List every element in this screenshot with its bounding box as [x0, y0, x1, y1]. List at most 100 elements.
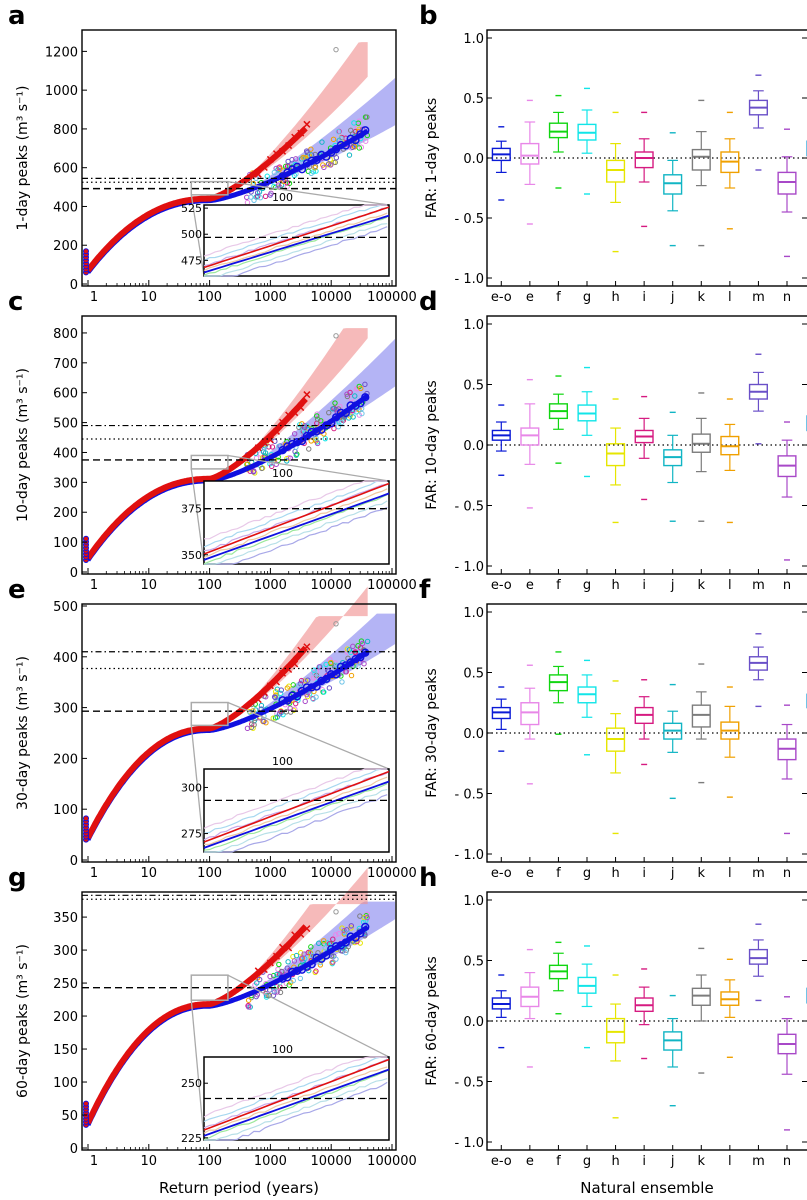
inset-tick-label: 375: [181, 503, 202, 516]
x-tick-label: n: [783, 578, 791, 593]
y-axis-label: 30-day peaks (m³ s⁻¹): [15, 656, 31, 810]
ensemble-point: [287, 705, 293, 711]
natural-point: [346, 401, 355, 410]
natural-point: [312, 682, 321, 691]
inset-tick-label: 300: [181, 781, 202, 794]
x-tick-label: 10: [141, 578, 158, 593]
box-i: [634, 395, 654, 501]
y-tick-label: 0: [70, 278, 78, 293]
x-tick-label: e-o: [491, 578, 512, 593]
panel-letter: a: [8, 1, 26, 31]
y-tick-label: 400: [53, 651, 78, 666]
y-tick-label: 200: [53, 1010, 78, 1025]
y-tick-label: - 1.0: [455, 560, 485, 575]
natural-point: [331, 144, 341, 154]
y-tick-label: 1.0: [463, 32, 484, 47]
y-tick-label: 100: [53, 1076, 78, 1091]
x-tick-label: 1000: [254, 578, 287, 593]
ensemble-point: [361, 661, 367, 667]
y-tick-label: - 0.5: [455, 500, 485, 515]
ensemble-point: [338, 419, 345, 426]
box-f: [548, 651, 568, 735]
actual-point: [272, 150, 281, 158]
actual-point: [266, 155, 274, 163]
natural-uncertainty-band: [246, 338, 396, 470]
inset-natural-curve: [203, 1068, 390, 1137]
box-j: [663, 994, 683, 1107]
y-axis-label: 10-day peaks (m³ s⁻¹): [15, 368, 31, 522]
ensemble-point: [251, 722, 257, 728]
x-tick-label: n: [783, 1154, 791, 1169]
box-i: [634, 968, 654, 1060]
low-tail-point: [83, 535, 89, 542]
ensemble-point: [301, 951, 307, 957]
actual-point: [279, 418, 287, 426]
y-tick-label: 500: [53, 600, 78, 615]
y-tick-label: 1200: [45, 45, 78, 60]
box-f: [548, 375, 568, 464]
x-tick-label: i: [642, 1154, 646, 1169]
zoom-box: [190, 701, 229, 727]
actual-point: [266, 436, 274, 444]
zoom-connector: [190, 1000, 205, 1141]
x-tick-label: 10: [141, 290, 158, 305]
ensemble-point: [313, 435, 319, 441]
ensemble-point: [298, 677, 305, 684]
inset-g: 225 250 100: [181, 1043, 390, 1145]
x-tick-label: h: [611, 578, 619, 593]
axes-frame: [486, 891, 807, 1151]
ensemble-point: [262, 450, 269, 456]
actual-point: [254, 444, 262, 452]
ensemble-point: [257, 195, 264, 201]
inset-ensemble-line: [203, 212, 388, 272]
x-tick-label: 1: [90, 866, 98, 881]
box-e-o: [491, 686, 511, 752]
ensemble-point: [271, 169, 278, 176]
natural-point: [288, 439, 297, 449]
box: [663, 174, 683, 195]
ensemble-point: [277, 989, 284, 996]
actual-uncertainty-band: [233, 328, 368, 469]
x-tick-label: i: [642, 866, 646, 881]
zoom-connector: [190, 725, 205, 853]
inset-ensemble-line: [204, 794, 388, 853]
x-tick-label: 100000: [367, 578, 417, 593]
inset-ensemble-line: [203, 768, 388, 829]
ensemble-point: [259, 465, 265, 472]
actual-point: [266, 682, 274, 690]
natural-point: [283, 696, 292, 705]
y-tick-label: 1.0: [463, 606, 484, 621]
ensemble-point: [310, 696, 316, 702]
natural-point: [307, 156, 316, 165]
x-axis-label: Natural ensemble: [580, 1179, 713, 1197]
actual-point: [303, 925, 311, 933]
natural-point: [293, 437, 302, 447]
ensemble-point: [304, 149, 310, 155]
ensemble-point: [316, 940, 322, 946]
panel-letter: b: [419, 1, 438, 31]
box-n: [777, 128, 797, 258]
x-tick-label: 1: [90, 1154, 98, 1169]
y-tick-label: 800: [53, 327, 78, 342]
actual-point: [291, 931, 299, 939]
ensemble-point: [269, 444, 276, 450]
ensemble-point: [343, 949, 349, 956]
natural-point: [336, 408, 346, 417]
ensemble-point: [277, 690, 284, 697]
box-h: [606, 398, 626, 524]
natural-point: [317, 150, 326, 160]
box-e-o: [491, 404, 511, 476]
panel-letter: f: [419, 575, 431, 605]
inset-actual-curve: [203, 1058, 390, 1131]
natural-point: [346, 932, 355, 941]
inset-natural-curve: [203, 492, 390, 561]
ensemble-point: [322, 435, 328, 442]
actual-point: [279, 943, 287, 951]
ensemble-point: [313, 674, 319, 681]
ensemble-point: [333, 333, 339, 339]
x-tick-label: m: [752, 1154, 765, 1169]
ensemble-point: [344, 391, 350, 397]
ensemble-point: [351, 120, 357, 126]
